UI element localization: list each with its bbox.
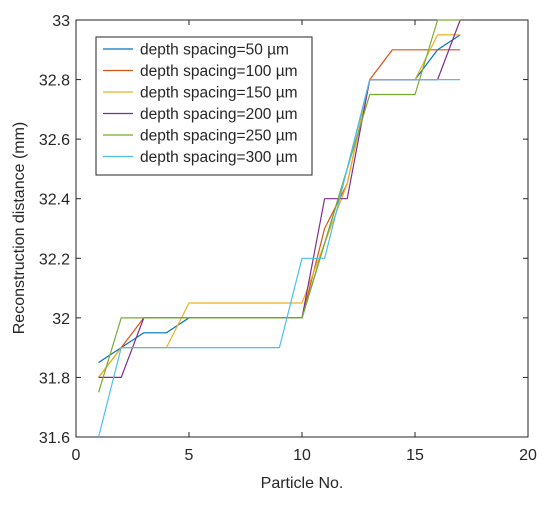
series-line-5 [98, 19, 461, 393]
y-tick-label: 31.6 [39, 430, 70, 447]
legend: depth spacing=50 µm depth spacing=100 µm d… [95, 36, 313, 176]
x-tick-label: 10 [293, 447, 311, 464]
legend-label: depth spacing=300 µm [140, 149, 298, 166]
y-axis-label: Reconstruction distance (mm) [11, 122, 28, 335]
x-tick-label: 0 [72, 447, 81, 464]
legend-label: depth spacing=200 µm [140, 106, 298, 123]
x-tick-label: 5 [185, 447, 194, 464]
series-lines [98, 19, 461, 438]
x-tick-label: 15 [406, 447, 424, 464]
legend-label: depth spacing=150 µm [140, 85, 298, 102]
legend-label: depth spacing=50 µm [140, 42, 289, 59]
series-line-6 [98, 78, 461, 438]
legend-box [95, 36, 313, 176]
axis-ticks: 0 5 10 15 20 31.6 31.8 32 32.2 32.4 32.6 32.8 33 [39, 13, 537, 464]
y-tick-label: 31.8 [39, 370, 70, 387]
y-tick-label: 32 [52, 311, 70, 328]
y-tick-label: 32.4 [39, 192, 70, 209]
y-tick-label: 32.8 [39, 73, 70, 90]
y-tick-label: 33 [52, 13, 70, 30]
y-tick-label: 32.2 [39, 251, 70, 268]
x-tick-label: 20 [519, 447, 537, 464]
legend-label: depth spacing=100 µm [140, 63, 298, 80]
x-axis-label: Particle No. [261, 475, 344, 492]
y-tick-label: 32.6 [39, 132, 70, 149]
legend-label: depth spacing=250 µm [140, 128, 298, 145]
